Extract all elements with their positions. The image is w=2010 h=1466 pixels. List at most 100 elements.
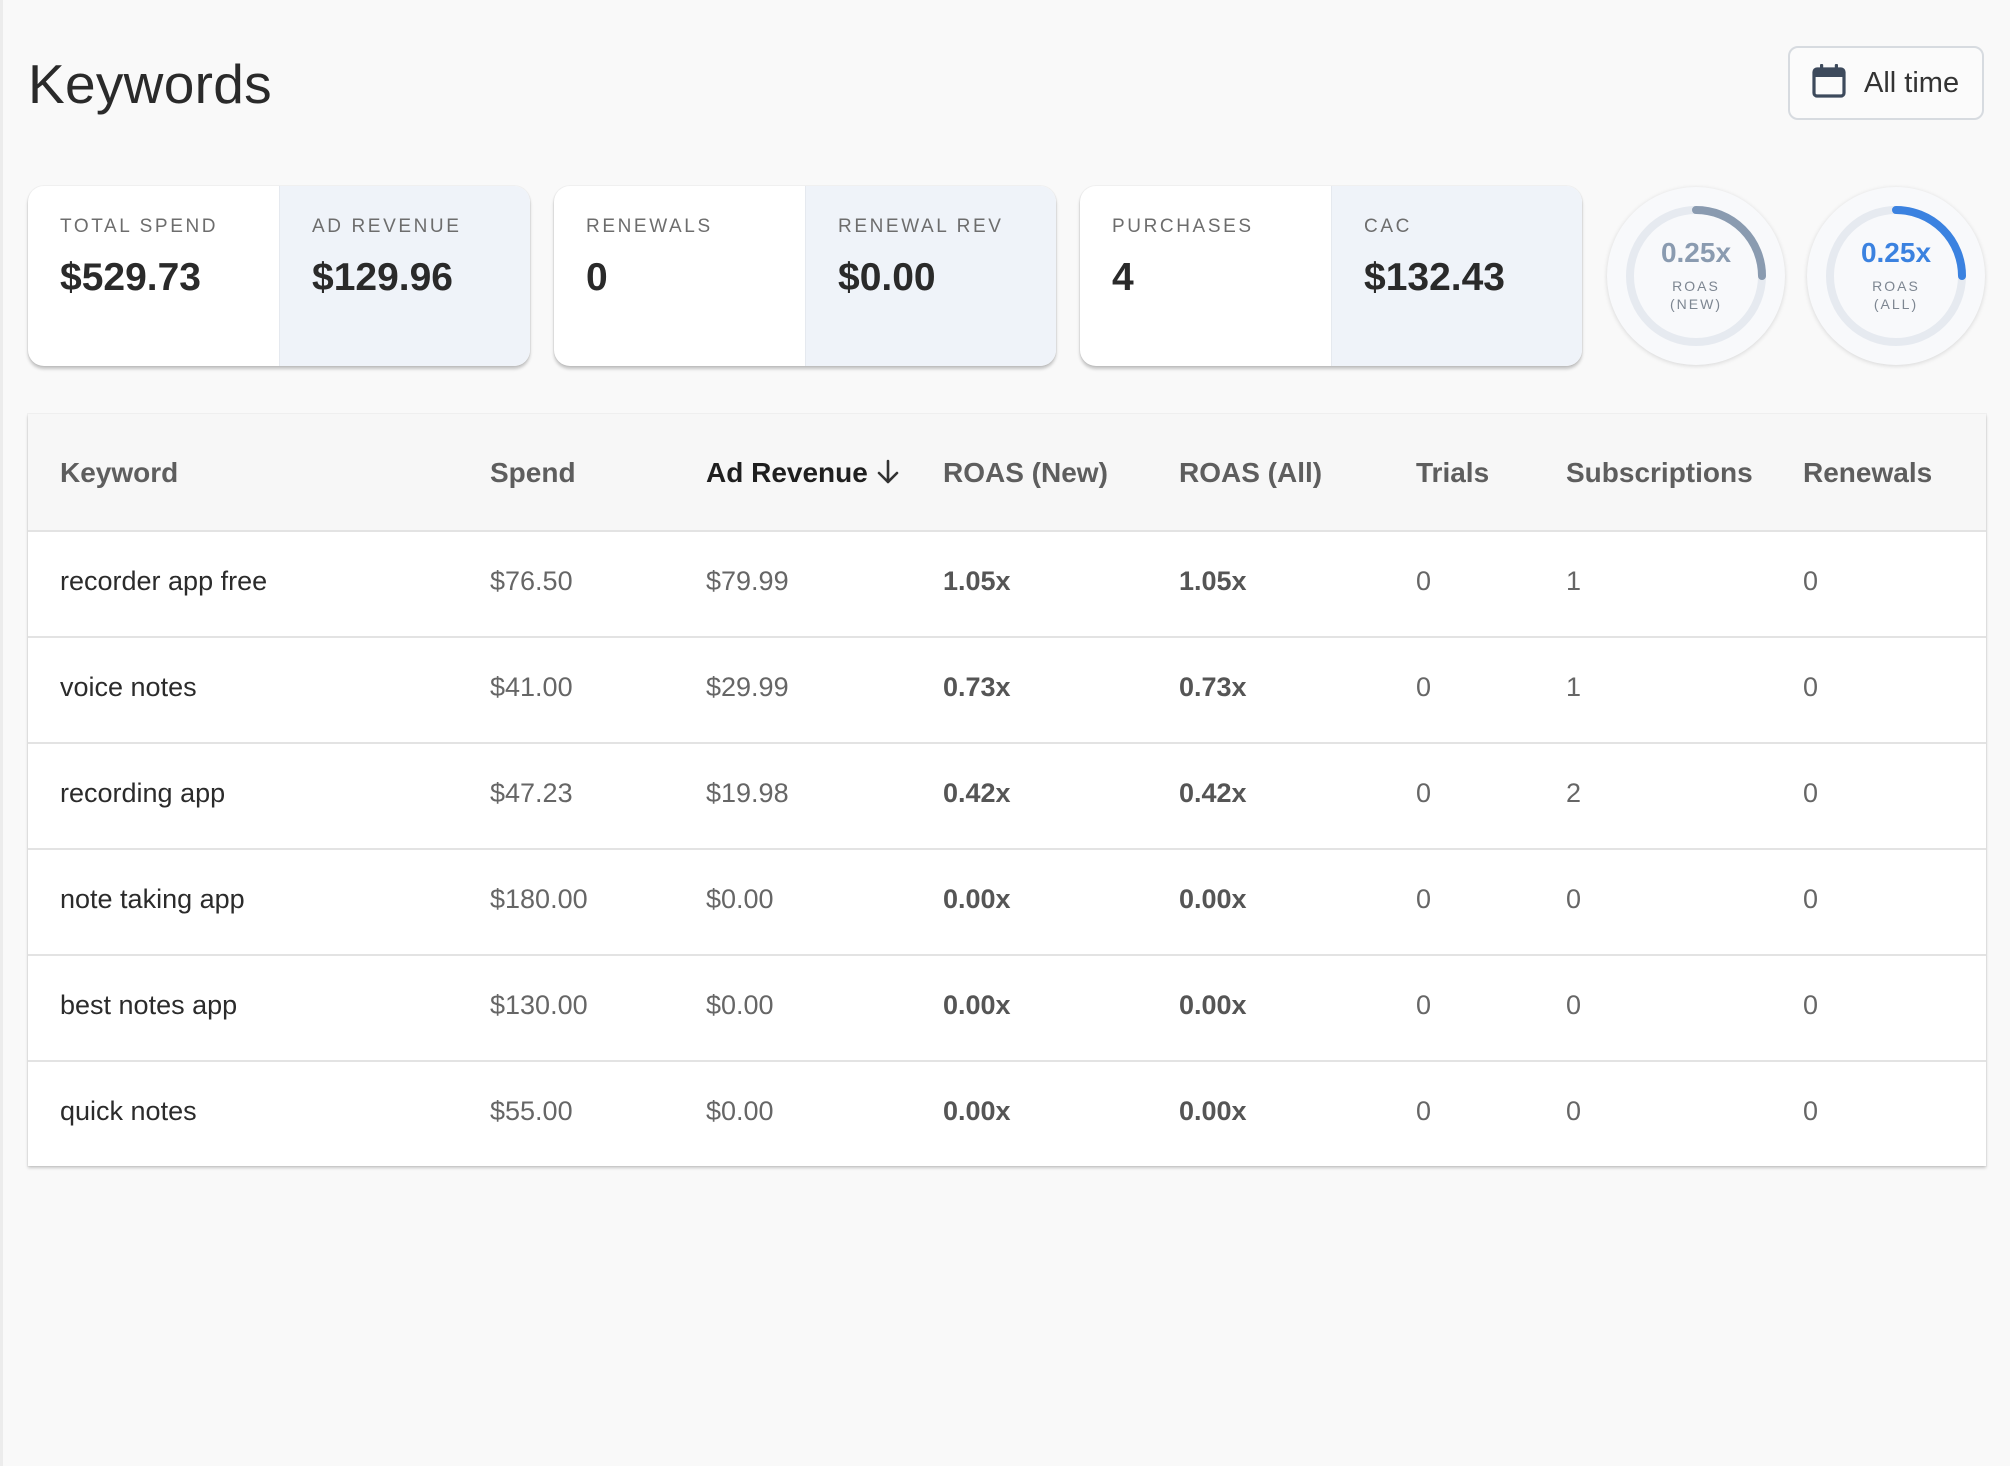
- cell-roas-new: 0.00x: [943, 990, 1011, 1020]
- cell-keyword: note taking app: [60, 884, 245, 914]
- date-range-button[interactable]: All time: [1788, 46, 1984, 120]
- keywords-table: Keyword Spend Ad Revenue ROAS (New) ROAS…: [28, 414, 1986, 1166]
- page-left-border: [0, 0, 3, 1466]
- column-header-renewals[interactable]: Renewals: [1803, 457, 1933, 488]
- cell-trials: 0: [1416, 990, 1432, 1020]
- table-row[interactable]: recording app $47.23 $19.98 0.42x 0.42x 0 2 0: [28, 742, 1986, 850]
- purchases-card: PURCHASES 4 CAC $132.43: [1080, 186, 1582, 366]
- cell-trials: 0: [1416, 566, 1432, 596]
- cell-spend: $41.00: [490, 672, 573, 702]
- cell-spend: $180.00: [490, 884, 588, 914]
- gauge-caption: ROAS (ALL): [1807, 277, 1985, 313]
- page-title: Keywords: [28, 53, 272, 115]
- cell-roas-all: 0.00x: [1179, 990, 1247, 1020]
- gauge-caption: ROAS (NEW): [1607, 277, 1785, 313]
- cell-roas-new: 0.73x: [943, 672, 1011, 702]
- cell-subscriptions: 2: [1566, 778, 1582, 808]
- stat-label: CAC: [1364, 216, 1412, 237]
- cell-roas-all: 1.05x: [1179, 566, 1247, 596]
- cell-ad-revenue: $0.00: [706, 990, 774, 1020]
- stat-label: TOTAL SPEND: [60, 216, 219, 237]
- date-range-label: All time: [1864, 66, 1960, 99]
- cell-renewals: 0: [1803, 672, 1819, 702]
- stat-label: AD REVENUE: [312, 216, 462, 237]
- calendar-icon: [1810, 62, 1848, 105]
- column-header-ad-revenue[interactable]: Ad Revenue: [706, 457, 900, 493]
- stat-value: $529.73: [60, 256, 201, 299]
- purchases-stat: PURCHASES 4: [1080, 186, 1331, 366]
- cell-renewals: 0: [1803, 1096, 1819, 1126]
- renewals-stat: RENEWALS 0: [554, 186, 805, 366]
- table-header: Keyword Spend Ad Revenue ROAS (New) ROAS…: [28, 414, 1986, 532]
- cell-spend: $47.23: [490, 778, 573, 808]
- cell-spend: $130.00: [490, 990, 588, 1020]
- table-row[interactable]: quick notes $55.00 $0.00 0.00x 0.00x 0 0 0: [28, 1060, 1986, 1166]
- stat-value: 0: [586, 256, 608, 299]
- cell-ad-revenue: $19.98: [706, 778, 789, 808]
- table-row[interactable]: note taking app $180.00 $0.00 0.00x 0.00x 0 0 0: [28, 848, 1986, 956]
- cell-roas-all: 0.42x: [1179, 778, 1247, 808]
- arrow-down-icon: [876, 458, 900, 493]
- cell-spend: $76.50: [490, 566, 573, 596]
- cell-trials: 0: [1416, 672, 1432, 702]
- cell-subscriptions: 1: [1566, 566, 1582, 596]
- cell-ad-revenue: $79.99: [706, 566, 789, 596]
- stat-label: RENEWAL REV: [838, 216, 1004, 237]
- cell-keyword: voice notes: [60, 672, 197, 702]
- cell-ad-revenue: $0.00: [706, 884, 774, 914]
- gauge-value: 0.25x: [1660, 237, 1732, 268]
- column-header-roas-new[interactable]: ROAS (New): [943, 457, 1108, 488]
- cell-roas-new: 1.05x: [943, 566, 1011, 596]
- cell-roas-new: 0.00x: [943, 1096, 1011, 1126]
- renewals-card: RENEWALS 0 RENEWAL REV $0.00: [554, 186, 1056, 366]
- stat-label: RENEWALS: [586, 216, 713, 237]
- total-spend-stat: TOTAL SPEND $529.73: [28, 186, 279, 366]
- cell-renewals: 0: [1803, 990, 1819, 1020]
- renewal-rev-stat: RENEWAL REV $0.00: [805, 186, 1056, 366]
- gauge-caption-line: ROAS: [1872, 278, 1920, 294]
- cell-trials: 0: [1416, 778, 1432, 808]
- roas-new-gauge: 0.25x ROAS (NEW): [1607, 187, 1785, 365]
- ad-revenue-stat: AD REVENUE $129.96: [279, 186, 530, 366]
- cell-ad-revenue: $0.00: [706, 1096, 774, 1126]
- cell-subscriptions: 0: [1566, 884, 1582, 914]
- cell-roas-all: 0.00x: [1179, 884, 1247, 914]
- cell-keyword: recording app: [60, 778, 226, 808]
- cell-subscriptions: 1: [1566, 672, 1582, 702]
- cell-subscriptions: 0: [1566, 990, 1582, 1020]
- column-header-keyword[interactable]: Keyword: [60, 457, 179, 488]
- cell-roas-all: 0.00x: [1179, 1096, 1247, 1126]
- table-row[interactable]: recorder app free $76.50 $79.99 1.05x 1.05x 0…: [28, 530, 1986, 638]
- column-header-subscriptions[interactable]: Subscriptions: [1566, 457, 1753, 488]
- cac-stat: CAC $132.43: [1331, 186, 1582, 366]
- column-header-spend[interactable]: Spend: [490, 457, 576, 488]
- gauge-caption-line: (ALL): [1873, 296, 1919, 312]
- cell-renewals: 0: [1803, 884, 1819, 914]
- roas-all-arc: [1892, 206, 1966, 280]
- roas-new-arc: [1692, 206, 1766, 280]
- cell-keyword: best notes app: [60, 990, 238, 1020]
- cell-renewals: 0: [1803, 778, 1819, 808]
- cell-keyword: recorder app free: [60, 566, 268, 596]
- column-header-label: Ad Revenue: [706, 457, 868, 488]
- cell-roas-new: 0.00x: [943, 884, 1011, 914]
- gauge-caption-line: ROAS: [1672, 278, 1720, 294]
- stat-value: $129.96: [312, 256, 453, 299]
- table-row[interactable]: voice notes $41.00 $29.99 0.73x 0.73x 0 1 0: [28, 636, 1986, 744]
- column-header-roas-all[interactable]: ROAS (All): [1179, 457, 1323, 488]
- cell-subscriptions: 0: [1566, 1096, 1582, 1126]
- stat-label: PURCHASES: [1112, 216, 1254, 237]
- column-header-trials[interactable]: Trials: [1416, 457, 1490, 488]
- stat-value: $0.00: [838, 256, 936, 299]
- roas-all-gauge: 0.25x ROAS (ALL): [1807, 187, 1985, 365]
- table-row[interactable]: best notes app $130.00 $0.00 0.00x 0.00x 0 0 0: [28, 954, 1986, 1062]
- cell-ad-revenue: $29.99: [706, 672, 789, 702]
- stat-value: $132.43: [1364, 256, 1505, 299]
- cell-spend: $55.00: [490, 1096, 573, 1126]
- cell-renewals: 0: [1803, 566, 1819, 596]
- cell-roas-new: 0.42x: [943, 778, 1011, 808]
- gauge-caption-line: (NEW): [1670, 296, 1722, 312]
- spend-revenue-card: TOTAL SPEND $529.73 AD REVENUE $129.96: [28, 186, 530, 366]
- cell-keyword: quick notes: [60, 1096, 197, 1126]
- stat-value: 4: [1112, 256, 1134, 299]
